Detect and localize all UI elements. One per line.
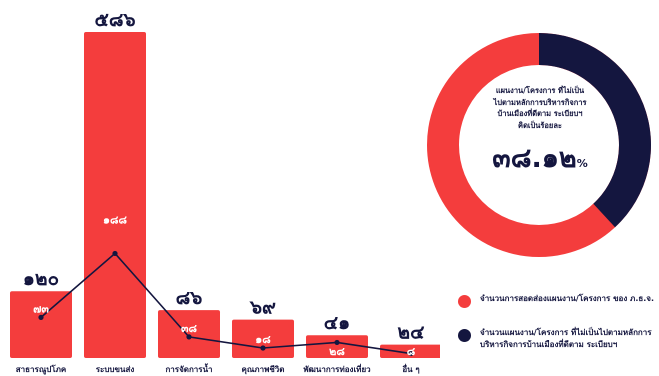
- donut-chart: แผนงาน/โครงการ ที่ไม่เป็น ไปตามหลักการบร…: [424, 30, 654, 260]
- legend-swatch-navy: [458, 329, 471, 342]
- series-line: [40, 252, 412, 355]
- donut-caption: แผนงาน/โครงการ ที่ไม่เป็น ไปตามหลักการบร…: [484, 85, 596, 132]
- donut-value-number: ๓๘.๑๒: [492, 142, 577, 174]
- bar: [306, 335, 368, 358]
- donut-caption-line: ไปตามหลักการบริหารกิจการ: [493, 97, 587, 107]
- line-point: [408, 350, 414, 357]
- line-point: [112, 250, 118, 257]
- line-point: [186, 334, 192, 340]
- line-point: [334, 339, 340, 346]
- category-label: อื่น ๆ: [402, 363, 420, 374]
- bar: [232, 319, 294, 358]
- line-value-label: ๘: [407, 345, 416, 358]
- category-label: ระบบขนส่ง: [96, 365, 135, 374]
- legend-swatch-red: [458, 295, 471, 308]
- line-point: [38, 314, 44, 320]
- category-label: สาธารณูปโภค: [16, 364, 66, 375]
- category-label: พัฒนาการท่องเที่ยว: [303, 363, 371, 374]
- line-value-label: ๑๘๘: [103, 213, 127, 226]
- category-label: คุณภาพชีวิต: [242, 364, 285, 375]
- donut-value: ๓๘.๑๒%: [484, 136, 596, 179]
- bar-value-label: ๘๖: [176, 287, 203, 309]
- line-value-label: ๓๘: [181, 322, 198, 335]
- bar-value-label: ๑๒๐: [23, 268, 59, 290]
- line-point: [260, 345, 266, 351]
- line-value-label: ๑๘: [255, 333, 271, 346]
- donut-caption-line: แผนงาน/โครงการ ที่ไม่เป็น: [495, 86, 585, 95]
- bar-value-label: ๖๙: [249, 297, 276, 319]
- legend-label: จำนวนการสอดส่องแผนงาน/โครงการ ของ ภ.ธ.จ.: [480, 294, 655, 303]
- bar-value-label: ๒๔: [398, 322, 425, 344]
- bar: [84, 32, 146, 358]
- donut-center: แผนงาน/โครงการ ที่ไม่เป็น ไปตามหลักการบร…: [484, 85, 596, 179]
- line-value-label: ๒๘: [329, 345, 345, 358]
- bar-value-label: ๔๑: [324, 312, 350, 334]
- bar: [158, 310, 220, 358]
- donut-slice-nonconforming: [539, 33, 651, 228]
- donut-caption-line: คิดเป็นร้อยละ: [518, 120, 562, 130]
- donut-value-unit: %: [576, 156, 588, 170]
- line-value-label: ๗๓: [33, 302, 49, 315]
- donut-caption-line: บ้านเมืองที่ดีตาม ระเบียบฯ: [497, 109, 583, 119]
- bar-value-label: ๕๘๖: [94, 9, 135, 31]
- bar: [10, 291, 72, 358]
- category-label: การจัดการน้ำ: [165, 363, 212, 374]
- legend-label: จำนวนแผนงาน/โครงการ ที่ไม่เป็นไปตามหลักก…: [480, 328, 652, 349]
